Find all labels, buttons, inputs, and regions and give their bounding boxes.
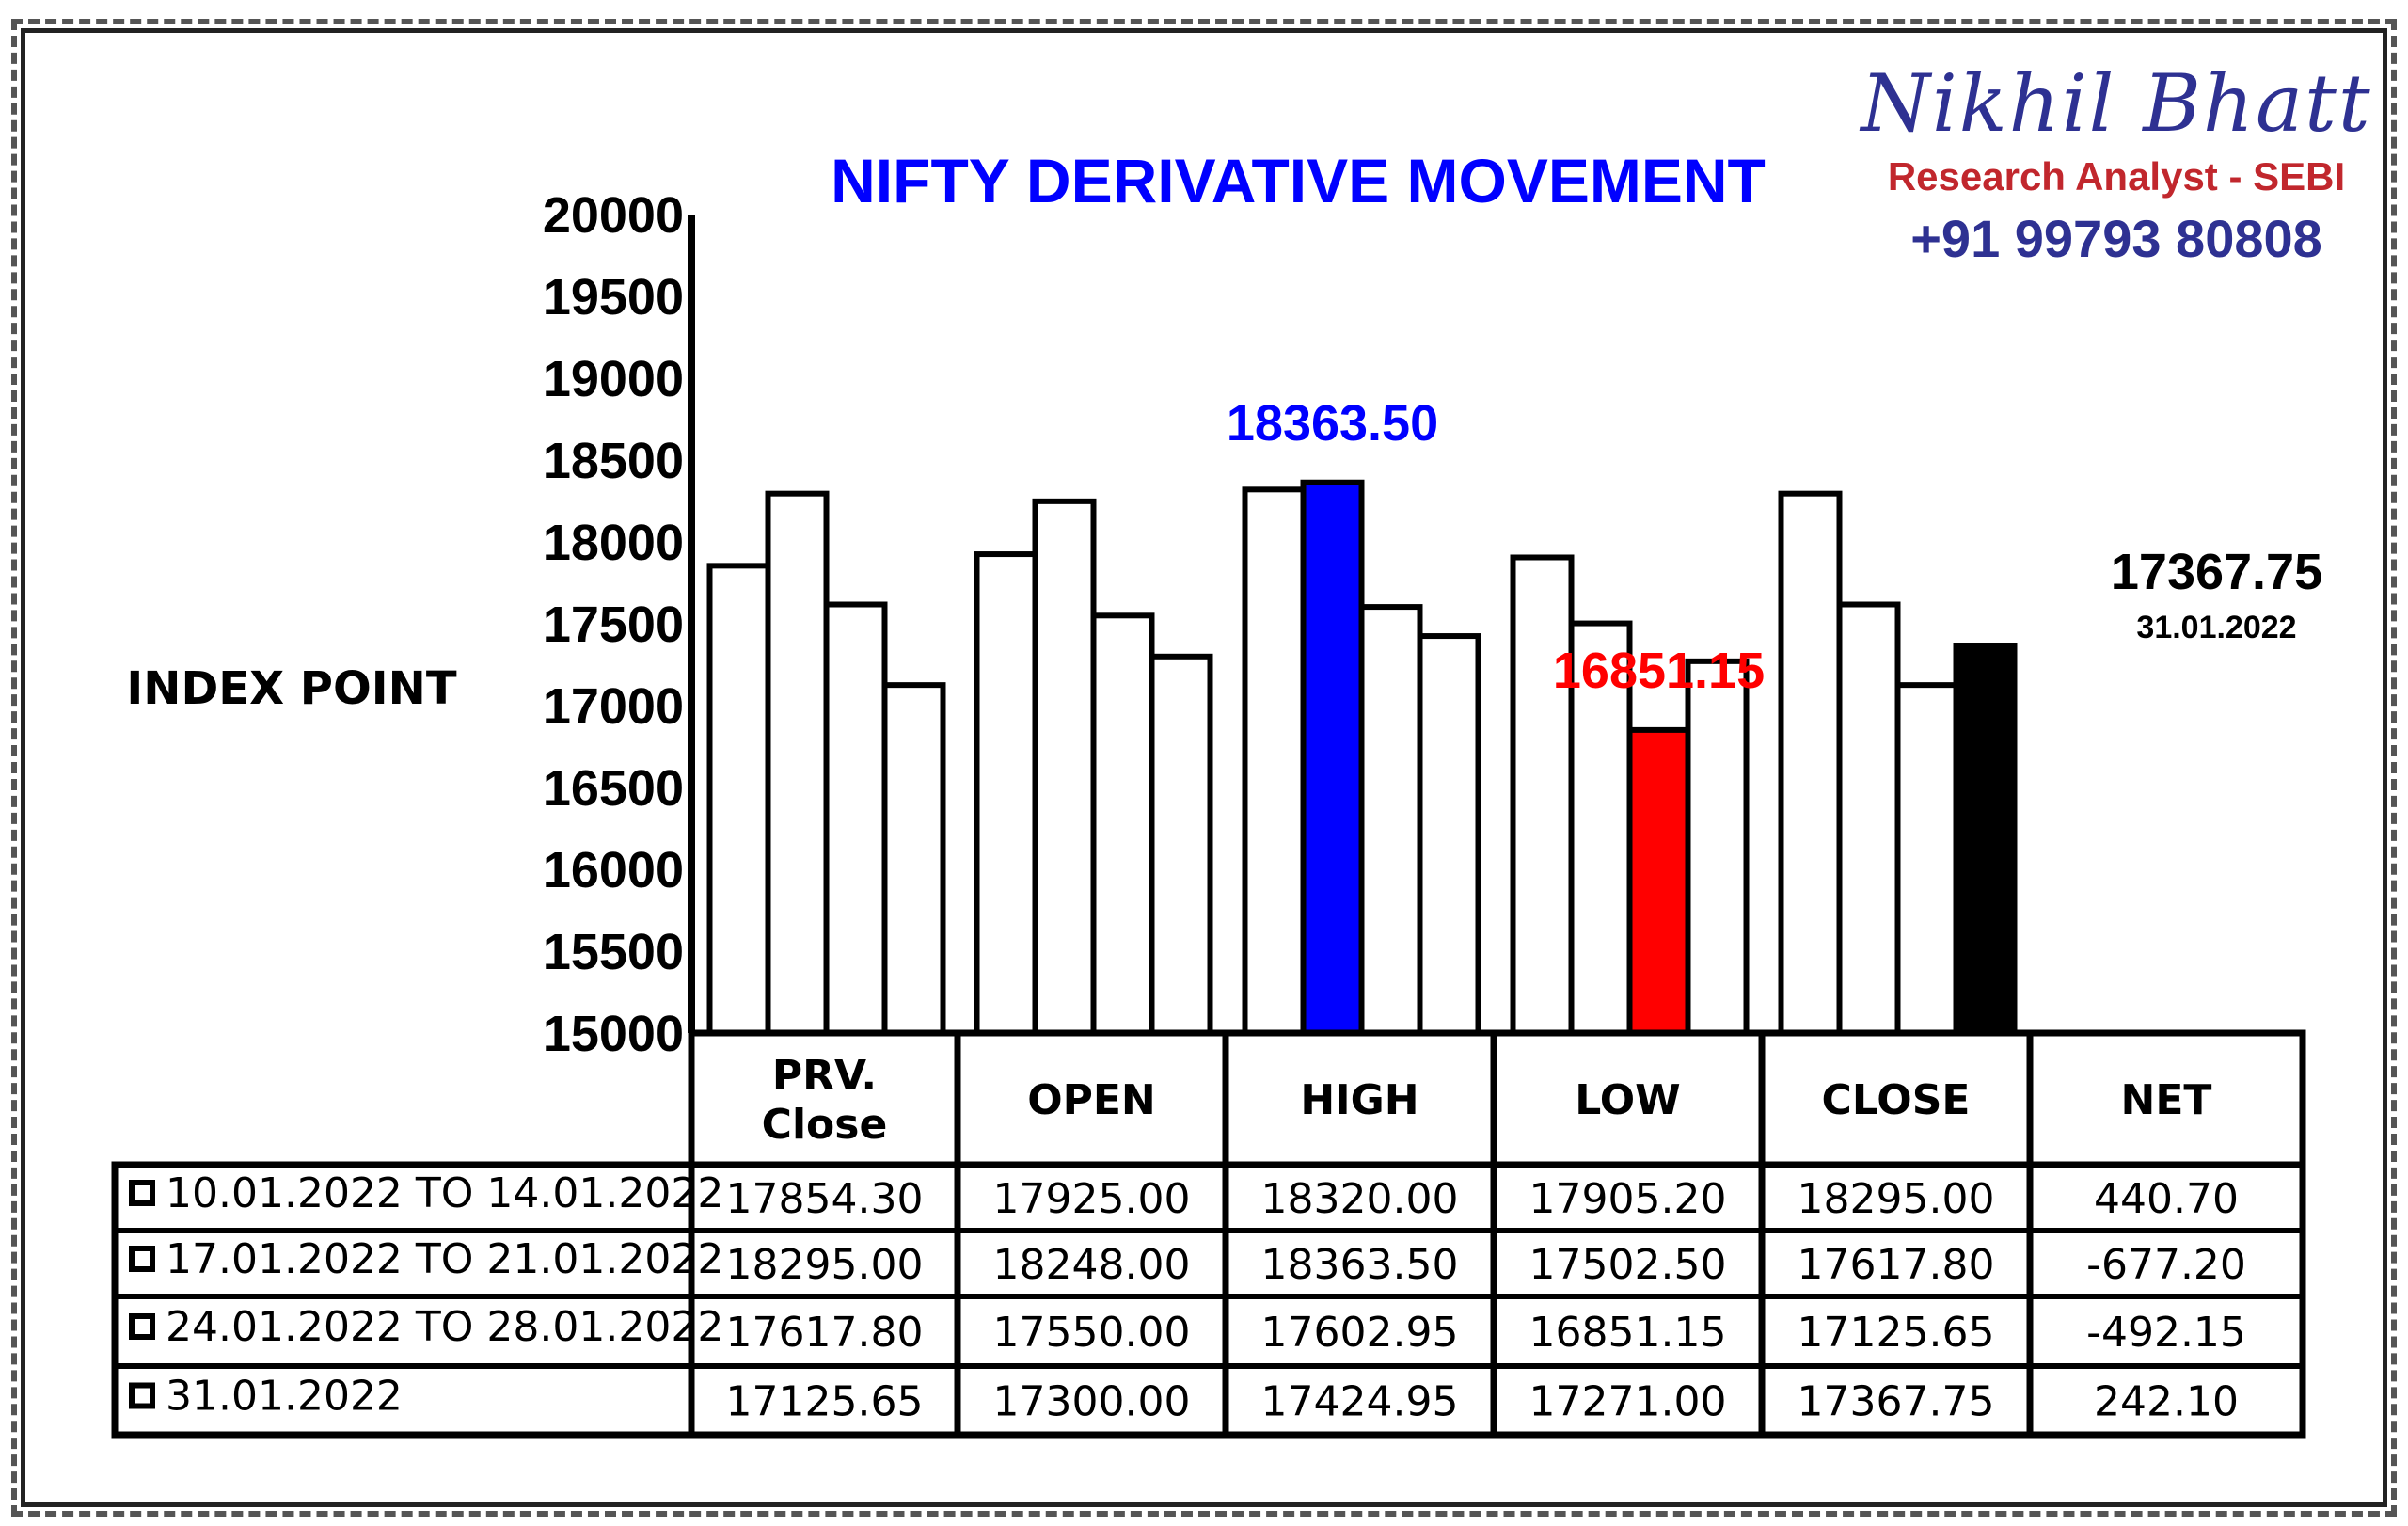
y-tick-label: 17000: [543, 678, 684, 735]
bar-close-1: [1778, 490, 1843, 1036]
data-sublabel: 31.01.2022: [2136, 610, 2296, 645]
table-cell: 18320.00: [1261, 1175, 1459, 1223]
bar-low-1: [1510, 554, 1575, 1036]
y-tick-label: 19000: [543, 351, 684, 407]
y-tick-label: 18500: [543, 433, 684, 489]
table-header: Close: [762, 1101, 888, 1149]
y-tick-label: 20000: [543, 187, 684, 244]
outer-dashed-frame: [11, 19, 2397, 1517]
y-tick-label: 19500: [543, 269, 684, 326]
table-cell: 17550.00: [993, 1309, 1191, 1357]
bar-open-3: [1090, 612, 1155, 1036]
bar-low-4: [1685, 658, 1750, 1036]
bar-prv-close-1: [706, 563, 771, 1036]
y-axis-ticks: 20000 19500 19000 18500 18000 17500 17000 16500…: [543, 187, 684, 1062]
table-cell: 17367.75: [1798, 1378, 1995, 1426]
y-tick-label: 16000: [543, 842, 684, 898]
author-block: Nikhil Bhatt Research Analyst - SEBI +91…: [1834, 56, 2399, 275]
table-cell: 17602.95: [1261, 1309, 1459, 1357]
row-label: 17.01.2022 TO 21.01.2022: [166, 1235, 723, 1283]
bar-high-3: [1358, 604, 1423, 1036]
bar-close-3: [1894, 682, 1959, 1036]
author-name: Nikhil Bhatt: [1861, 57, 2372, 150]
table-cell: 17925.00: [993, 1175, 1191, 1223]
table-cell: 17854.30: [726, 1175, 924, 1223]
data-label: 17367.75: [2111, 544, 2322, 600]
bar-close-4: [1953, 643, 2018, 1036]
table-header: HIGH: [1300, 1076, 1418, 1124]
y-tick-label: 15000: [543, 1006, 684, 1062]
table-cell: 18363.50: [1261, 1241, 1459, 1289]
y-tick-label: 18000: [543, 515, 684, 571]
table-cell: 17502.50: [1529, 1241, 1727, 1289]
data-table: PRV.Close OPEN HIGH LOW CLOSE NET 10.01.2022 T…: [111, 1029, 2306, 1439]
table-cell: 17125.65: [1798, 1309, 1995, 1357]
legend-marker: [129, 1382, 155, 1409]
table-header: NET: [2121, 1076, 2212, 1124]
table-header: CLOSE: [1822, 1076, 1971, 1124]
chart-title: NIFTY DERIVATIVE MOVEMENT: [831, 146, 1766, 215]
table-cell: 16851.15: [1529, 1309, 1727, 1357]
table-cell: 17905.20: [1529, 1175, 1727, 1223]
legend-marker: [129, 1180, 155, 1206]
table-cell: 18295.00: [726, 1241, 924, 1289]
y-axis-label: INDEX POINT: [126, 662, 456, 715]
table-header: LOW: [1575, 1076, 1680, 1124]
bar-open-4: [1149, 653, 1213, 1036]
data-label: 18363.50: [1227, 395, 1438, 452]
table-cell: 18248.00: [993, 1241, 1191, 1289]
author-role: Research Analyst - SEBI: [1887, 154, 2346, 199]
table-cell: 17617.80: [1798, 1241, 1995, 1289]
legend-marker: [129, 1313, 155, 1340]
row-label: 24.01.2022 TO 28.01.2022: [166, 1303, 723, 1351]
table-cell: -677.20: [2086, 1241, 2246, 1289]
bar-prv-close-4: [881, 682, 946, 1036]
bar-prv-close-2: [765, 490, 830, 1036]
bar-high-4: [1417, 633, 1481, 1037]
y-tick-label: 15500: [543, 924, 684, 980]
bar-open-2: [1032, 498, 1097, 1036]
author-phone: +91 99793 80808: [1910, 209, 2322, 268]
table-cell: 17617.80: [726, 1309, 924, 1357]
table-cell: 440.70: [2094, 1175, 2239, 1223]
bar-low-3: [1626, 726, 1691, 1036]
table-cell: 17125.65: [726, 1378, 924, 1426]
table-header: PRV.: [772, 1052, 877, 1100]
inner-frame: [21, 28, 2387, 1507]
table-cell: 17271.00: [1529, 1378, 1727, 1426]
y-tick-label: 16500: [543, 760, 684, 817]
table-cell: 17300.00: [993, 1378, 1191, 1426]
bar-open-1: [974, 551, 1038, 1036]
bar-high-1: [1242, 486, 1307, 1036]
data-label: 16851.15: [1553, 643, 1765, 699]
bar-close-2: [1836, 601, 1901, 1036]
legend-marker: [129, 1246, 155, 1272]
y-tick-label: 17500: [543, 596, 684, 653]
row-label: 31.01.2022: [166, 1373, 403, 1421]
table-cell: 17424.95: [1261, 1378, 1459, 1426]
bars: [706, 479, 2018, 1037]
table-cell: 242.10: [2094, 1378, 2239, 1426]
bar-annotations: 18363.50 16851.15 17367.75 31.01.2022: [1227, 395, 2322, 699]
table-cell: 18295.00: [1798, 1175, 1995, 1223]
table-cell: -492.15: [2086, 1309, 2246, 1357]
row-label: 10.01.2022 TO 14.01.2022: [166, 1169, 723, 1217]
bar-high-2: [1300, 479, 1365, 1036]
bar-prv-close-3: [823, 601, 888, 1036]
table-header: OPEN: [1027, 1076, 1156, 1124]
